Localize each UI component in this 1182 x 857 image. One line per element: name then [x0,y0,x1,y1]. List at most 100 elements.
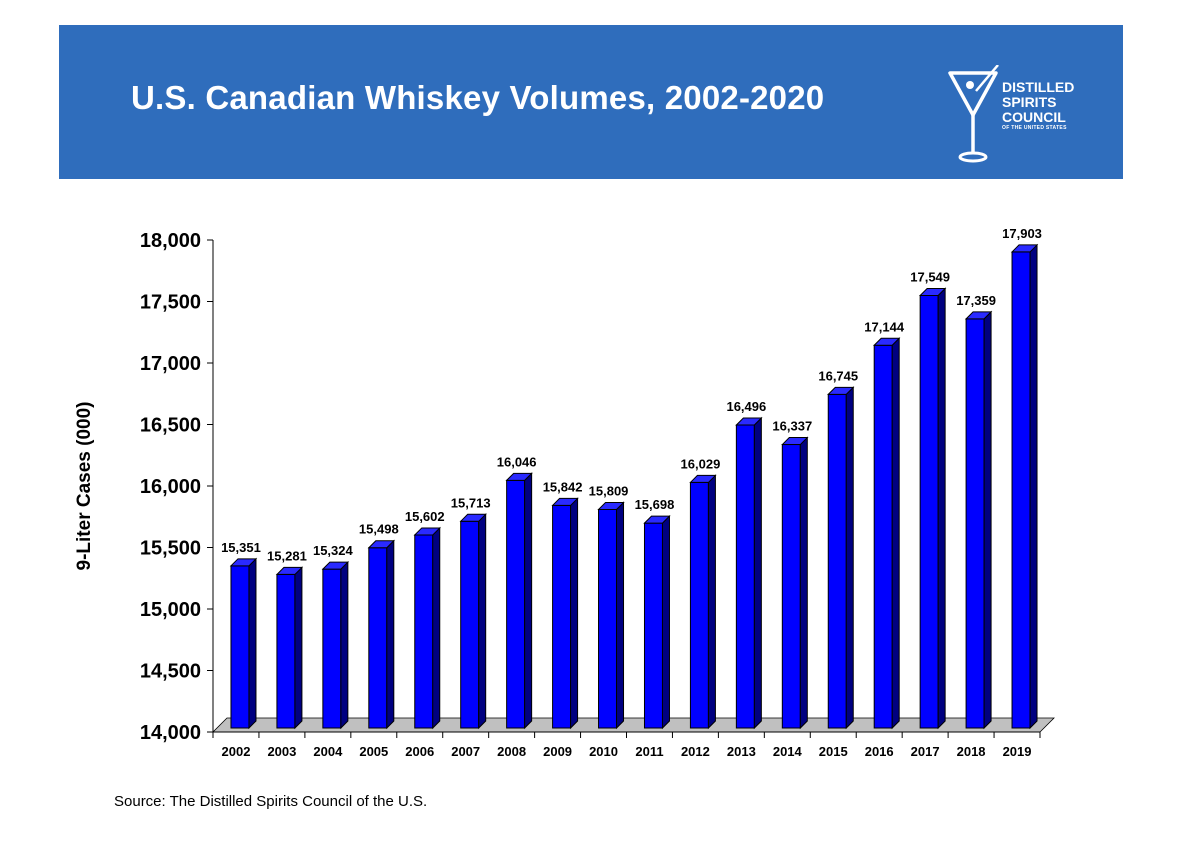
bar-side [570,497,579,730]
x-tick-label: 2004 [313,744,343,759]
bar [827,386,855,730]
bar-value-label: 16,046 [497,454,537,469]
bar-top [597,501,625,510]
bar [689,474,717,730]
y-axis-title: 9-Liter Cases (000) [74,402,95,571]
bar-top [689,474,717,483]
bar-front [919,294,939,729]
bar-value-label: 15,351 [221,540,261,555]
bar [643,514,671,730]
bar [964,310,993,730]
bar [1010,243,1039,730]
bar-front [827,393,847,729]
y-tick-label: 14,500 [140,661,201,683]
y-tick-label: 15,500 [140,538,201,560]
bar-side [478,513,487,730]
bar-side [799,436,808,730]
bar-value-label: 15,842 [543,479,583,494]
bar-front [276,573,296,729]
logo-text: DISTILLED SPIRITS COUNCIL OF THE UNITED … [1002,80,1074,132]
bar-value-label: 17,549 [910,269,950,284]
bar-side [1029,243,1038,730]
bar-side [891,337,900,730]
bar-side [248,557,257,730]
bar [505,472,533,730]
x-tick-label: 2008 [497,744,526,759]
y-tick-label: 17,000 [140,353,201,375]
x-tick-label: 2018 [957,744,986,759]
bar-side [937,287,946,730]
bar-top [367,540,396,549]
bar-side [983,310,992,730]
bar-value-label: 15,713 [451,495,491,510]
bar-value-label: 15,498 [359,522,399,537]
bar-front [460,520,480,729]
bar-top [321,561,350,570]
x-tick-label: 2017 [911,744,940,759]
source-note: Source: The Distilled Spirits Council of… [114,793,428,810]
bar-value-label: 15,324 [313,543,354,558]
x-tick-label: 2013 [727,744,756,759]
bar-value-label: 16,029 [681,456,721,471]
logo-line-2: SPIRITS [1002,94,1057,110]
bar-front [873,344,893,729]
martini-glass-icon [948,64,999,163]
x-tick-label: 2007 [451,744,480,759]
y-tick-label: 18,000 [140,230,201,252]
bar [367,539,396,730]
bar-top [781,437,809,446]
x-tick-label: 2019 [1003,744,1032,759]
bar [459,513,487,730]
bar-top [229,558,258,567]
bar-front [552,504,572,729]
bar-value-label: 17,903 [1002,226,1042,241]
bar-value-label: 17,144 [864,319,905,334]
bar-top [643,515,671,524]
bar-side [432,526,441,730]
bar-side [340,560,349,730]
bar-front [506,479,526,729]
bar-front [643,522,663,729]
y-tick-label: 16,000 [140,476,201,498]
logo-subline: OF THE UNITED STATES [1002,125,1067,131]
bar-value-label: 15,602 [405,509,445,524]
bar-side [386,539,395,730]
bar-front [368,547,388,729]
bar-top [551,497,579,506]
bar-side [753,416,762,730]
bar-top [413,527,441,536]
x-tick-label: 2011 [635,744,663,759]
title-banner: U.S. Canadian Whiskey Volumes, 2002-2020… [59,25,1123,179]
x-tick-label: 2012 [681,744,710,759]
bar-front [322,568,342,729]
bar-side [845,386,854,730]
bar [735,416,763,730]
bar-top [275,566,304,575]
bar [229,557,258,730]
bar-top [827,386,855,395]
x-tick-label: 2010 [589,744,618,759]
y-tick-label: 14,000 [140,722,201,744]
bar-value-label: 15,698 [635,497,675,512]
logo-line-3: COUNCIL [1002,109,1066,125]
council-logo: DISTILLED SPIRITS COUNCIL OF THE UNITED … [946,64,1126,170]
bar [321,560,350,730]
bar-value-label: 15,281 [267,548,307,563]
x-tick-label: 2006 [405,744,434,759]
bar-top [459,513,487,522]
bar [413,526,441,730]
x-tick-label: 2009 [543,744,572,759]
bar-top [1010,244,1039,253]
bar-top [918,287,947,296]
bar-front [1011,251,1031,729]
bar-front [598,508,618,729]
bar-side [661,514,670,730]
bar-side [616,501,625,730]
bar-front [689,481,709,729]
bar-front [781,444,801,729]
bar-side [524,472,533,730]
x-tick-label: 2014 [773,744,803,759]
bar [781,436,809,730]
bar-front [414,534,434,729]
